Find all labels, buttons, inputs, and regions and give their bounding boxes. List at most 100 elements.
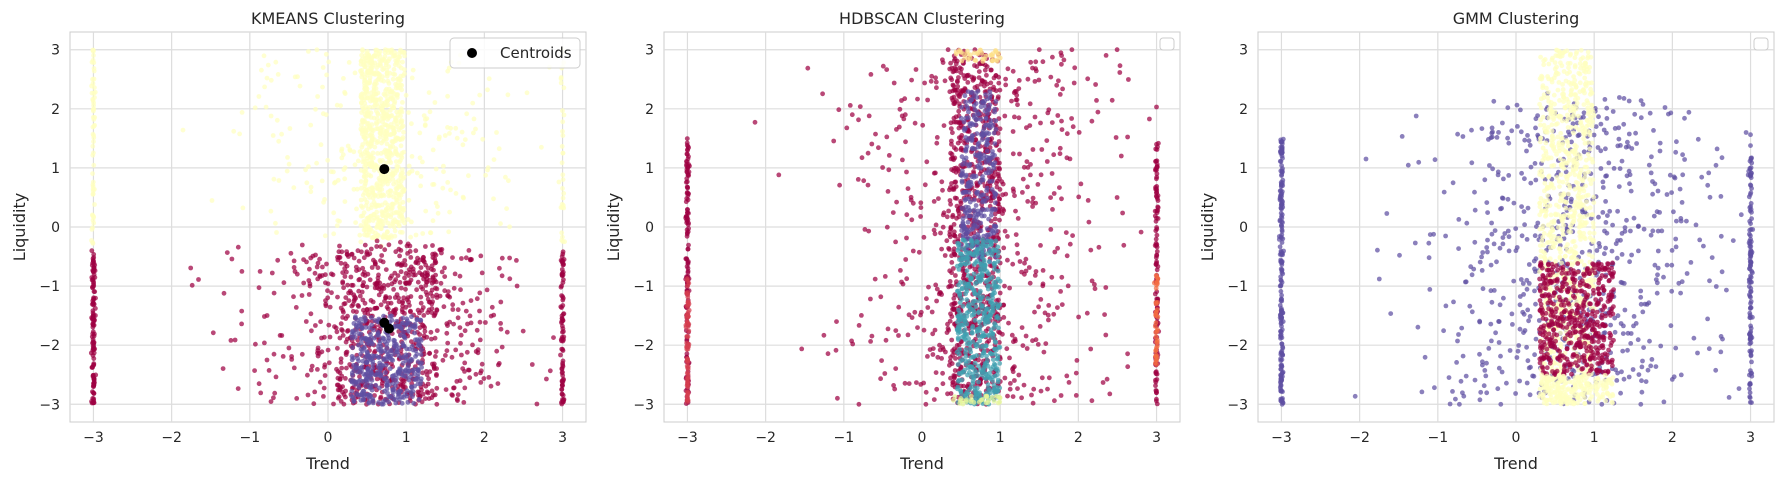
scatter-point [351, 399, 357, 404]
scatter-point [1010, 151, 1016, 157]
scatter-point [918, 309, 924, 315]
scatter-point [1088, 346, 1094, 352]
scatter-point [470, 342, 475, 348]
scatter-point [868, 339, 873, 344]
scatter-point [876, 145, 881, 151]
scatter-point [1010, 366, 1015, 372]
scatter-point [363, 170, 369, 175]
scatter-point [335, 218, 341, 224]
scatter-point [442, 288, 448, 294]
scatter-point [1114, 195, 1120, 200]
scatter-point [440, 185, 446, 191]
scatter-point [388, 212, 394, 217]
scatter-point [544, 376, 549, 382]
scatter-point [933, 370, 939, 375]
scatter-point [985, 207, 990, 213]
scatter-point [432, 335, 438, 341]
scatter-point [971, 103, 977, 108]
scatter-point [497, 265, 502, 271]
scatter-point [964, 243, 970, 248]
scatter-point [1104, 376, 1110, 382]
scatter-point [969, 364, 975, 370]
scatter-point [383, 370, 388, 375]
scatter-point [835, 395, 840, 401]
scatter-point [380, 138, 386, 144]
scatter-point [91, 68, 97, 74]
scatter-point [410, 394, 415, 399]
scatter-point [297, 83, 303, 89]
scatter-point [879, 358, 884, 363]
scatter-point [948, 391, 954, 396]
scatter-point [1022, 260, 1027, 266]
scatter-point [1005, 393, 1010, 399]
scatter-point [882, 371, 888, 376]
scatter-point [1049, 120, 1055, 125]
scatter-point [991, 261, 997, 267]
scatter-point [1096, 244, 1102, 250]
scatter-point [364, 51, 370, 56]
scatter-point [264, 313, 270, 318]
scatter-point [331, 169, 336, 175]
scatter-point [960, 303, 966, 309]
scatter-point [429, 280, 435, 286]
y-tick-label: 1 [51, 161, 60, 177]
scatter-point [338, 260, 344, 266]
scatter-point [375, 185, 380, 191]
scatter-point [942, 78, 948, 84]
scatter-point [420, 231, 426, 236]
scatter-point [398, 332, 403, 338]
scatter-point [457, 273, 463, 279]
scatter-point [990, 162, 996, 167]
scatter-point [491, 157, 497, 163]
scatter-point [1012, 378, 1017, 383]
scatter-point [996, 139, 1002, 144]
scatter-point [408, 234, 413, 240]
scatter-point [455, 392, 461, 398]
scatter-point [960, 256, 966, 262]
scatter-point [1017, 259, 1023, 264]
scatter-point [970, 378, 976, 384]
scatter-point [335, 294, 340, 300]
scatter-point [986, 216, 991, 222]
scatter-point [384, 141, 390, 147]
scatter-point [1059, 61, 1064, 67]
scatter-point [365, 155, 370, 161]
scatter-point [359, 74, 365, 80]
scatter-point [325, 288, 330, 294]
scatter-point [426, 299, 432, 305]
scatter-point [395, 76, 400, 82]
scatter-point [834, 319, 839, 324]
scatter-point [836, 107, 842, 113]
scatter-point [964, 144, 970, 150]
scatter-point [368, 70, 374, 75]
scatter-point [462, 369, 467, 374]
scatter-point [954, 68, 959, 74]
scatter-point [953, 147, 959, 152]
scatter-point [338, 360, 344, 365]
scatter-point [359, 110, 364, 115]
scatter-point [405, 399, 411, 405]
scatter-point [686, 314, 691, 319]
scatter-point [342, 91, 348, 96]
scatter-point [430, 218, 436, 224]
scatter-point [350, 395, 356, 400]
scatter-point [433, 260, 439, 265]
scatter-point [956, 120, 962, 126]
scatter-point [1074, 358, 1080, 363]
scatter-point [432, 251, 438, 257]
scatter-point [1003, 191, 1009, 197]
scatter-point [418, 174, 424, 179]
scatter-point [418, 300, 424, 306]
scatter-point [401, 129, 406, 135]
scatter-point [399, 307, 405, 313]
scatter-point [973, 203, 979, 208]
scatter-point [314, 264, 320, 270]
scatter-point [387, 394, 393, 400]
scatter-point [560, 358, 566, 364]
scatter-point [856, 323, 862, 328]
scatter-point [335, 395, 341, 401]
scatter-point [973, 342, 979, 348]
scatter-point [990, 357, 996, 362]
scatter-point [1030, 199, 1035, 205]
scatter-point [397, 54, 403, 60]
